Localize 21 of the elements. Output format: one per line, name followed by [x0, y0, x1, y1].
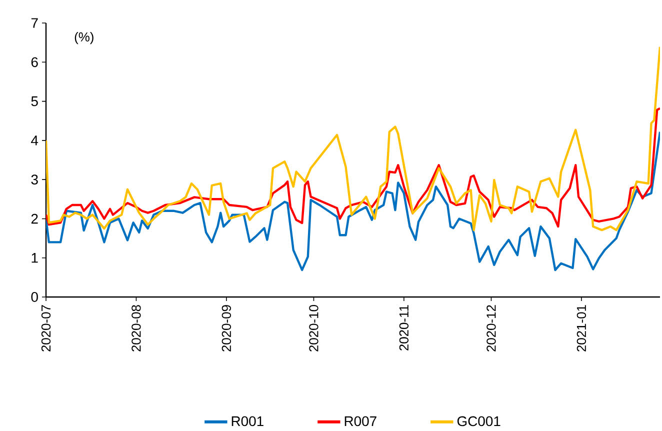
x-tick-label: 2020-12 [486, 305, 496, 352]
y-tick-label: 2 [31, 214, 38, 224]
y-axis-title: (%) [74, 32, 94, 44]
legend-label: R007 [344, 416, 376, 426]
y-tick-label: 4 [31, 136, 38, 146]
x-tick-label: 2020-07 [41, 305, 51, 352]
x-tick-label: 2020-11 [399, 305, 409, 350]
x-tick-label: 2021-01 [576, 305, 586, 352]
x-tick-label: 2020-08 [132, 305, 141, 352]
y-tick-label: 5 [31, 96, 38, 106]
y-tick-label: 7 [31, 18, 38, 28]
line-series [46, 130, 660, 272]
y-tick-label: 6 [31, 57, 38, 68]
x-tick-label: 2020-09 [222, 305, 232, 352]
line-series [46, 107, 660, 228]
legend-label: R001 [232, 416, 264, 426]
legend-label: GC001 [457, 416, 500, 426]
x-tick-label: 2020-10 [309, 305, 318, 352]
y-tick-label: 1 [32, 253, 38, 263]
y-tick-label: 3 [31, 174, 38, 185]
y-tick-label: 0 [31, 292, 38, 302]
